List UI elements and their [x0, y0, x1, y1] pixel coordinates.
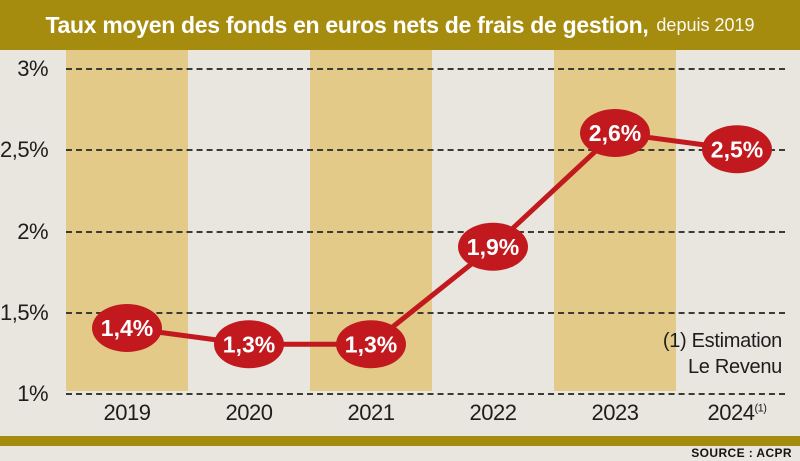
page-title: Taux moyen des fonds en euros nets de fr…: [45, 11, 649, 38]
y-tick-label: 3%: [17, 56, 48, 81]
chart-area: (1) Estimation Le Revenu 3% 2,5% 2% 1,5% 1% 2…: [0, 50, 800, 436]
year-band-2019: [66, 50, 188, 391]
grid-line: [66, 149, 785, 152]
footnote-marker: (1): [754, 402, 767, 415]
x-tick-label: 2024(1): [707, 400, 767, 425]
x-tick-label: 2022: [469, 400, 517, 425]
grid-line: [66, 230, 785, 233]
grid-line: [66, 393, 785, 395]
divider-bar: [0, 436, 800, 446]
year-band-2021: [310, 50, 432, 391]
year-band-2023: [554, 50, 676, 391]
source-label: SOURCE : ACPR: [691, 446, 792, 460]
footnote: (1) Estimation Le Revenu: [663, 328, 782, 380]
title-bar: Taux moyen des fonds en euros nets de fr…: [0, 0, 800, 50]
y-tick-label: 1%: [17, 381, 48, 406]
grid-line: [66, 311, 785, 314]
x-tick-label: 2023: [591, 400, 639, 425]
footnote-line2: Le Revenu: [687, 356, 782, 378]
y-tick-label: 2,5%: [0, 137, 49, 163]
year-band-2022: [432, 50, 554, 391]
x-tick-label: 2019: [103, 400, 151, 425]
y-tick-label: 2%: [17, 218, 48, 244]
page-title-suffix: depuis 2019: [656, 14, 755, 35]
x-tick-label: 2020: [225, 400, 273, 425]
x-tick-label: 2021: [347, 400, 395, 425]
source-bar: SOURCE : ACPR: [0, 446, 800, 461]
y-tick-label: 1,5%: [0, 299, 49, 325]
year-band-2020: [188, 50, 310, 391]
footnote-line1: (1) Estimation: [662, 330, 782, 352]
grid-line: [66, 68, 785, 70]
